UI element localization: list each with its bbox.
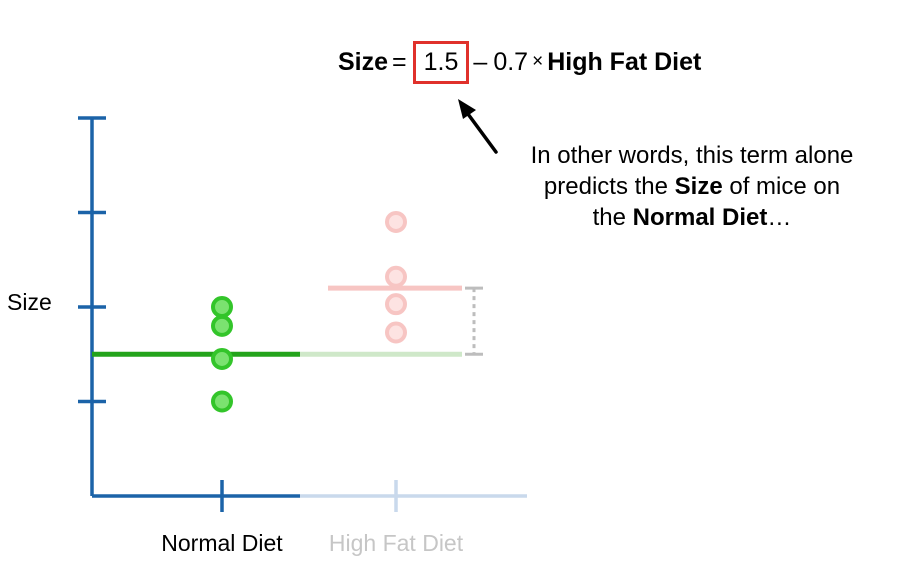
equation-times: × <box>532 51 544 72</box>
callout-arrow-head <box>458 99 476 119</box>
callout-line-1: In other words, this term alone <box>530 142 854 169</box>
callout-text-part: predicts the <box>543 173 675 200</box>
callout-line-3: the Normal Diet… <box>492 202 892 233</box>
data-points <box>211 210 407 413</box>
normal-diet-point <box>211 314 233 337</box>
callout-bold-size: Size <box>674 173 723 200</box>
x-tick-label: High Fat Diet <box>329 530 464 556</box>
high-fat-diet-point <box>385 210 407 233</box>
normal-diet-point <box>211 296 233 318</box>
high-fat-diet-point <box>385 265 407 288</box>
callout-line-2: predicts the Size of mice on <box>492 171 892 202</box>
callout-text-part: … <box>767 204 792 231</box>
equation-lhs: Size <box>338 47 389 76</box>
callout-arrow-shaft <box>466 112 498 154</box>
equation-term: High Fat Diet <box>547 47 702 76</box>
high-fat-diet-point <box>385 293 407 316</box>
equation-operator: – <box>473 47 488 76</box>
y-axis-label: Size <box>7 289 52 315</box>
x-tick-label: Normal Diet <box>161 530 283 556</box>
callout-text: In other words, this term alone predicts… <box>492 140 892 233</box>
normal-diet-point <box>211 347 233 370</box>
callout-bold-normal-diet: Normal Diet <box>632 204 768 231</box>
equation-coefficient: 0.7 <box>493 47 529 76</box>
high-fat-diet-point <box>385 321 407 344</box>
equation-intercept-highlight: 1.5 <box>412 40 470 84</box>
callout-text-part: of mice on <box>722 173 841 200</box>
equation-equals: = <box>392 47 407 76</box>
normal-diet-point <box>211 390 233 413</box>
axes <box>78 116 527 512</box>
mean-lines <box>92 285 483 357</box>
regression-equation: Size = 1.5 – 0.7 × High Fat Diet <box>338 40 702 84</box>
axis-labels: Size Normal Diet High Fat Diet <box>7 289 464 556</box>
callout-text-part: the <box>592 204 633 231</box>
